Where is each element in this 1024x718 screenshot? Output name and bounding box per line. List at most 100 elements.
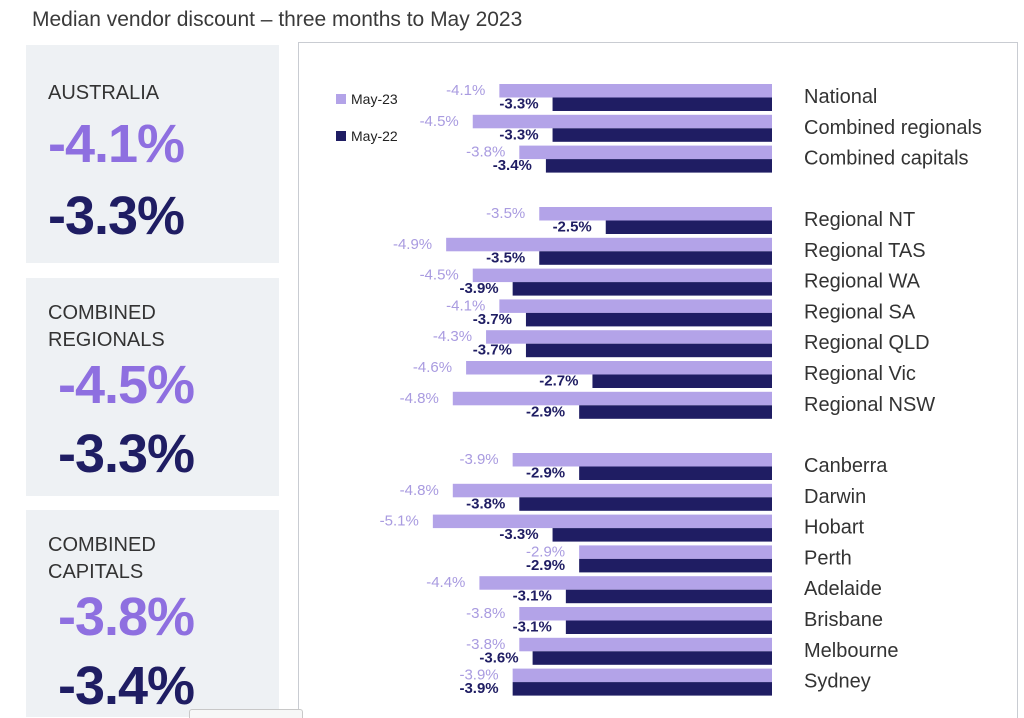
bar-may23 — [479, 576, 772, 590]
value-label-may23: -4.3% — [433, 328, 472, 345]
card-may23-value: -4.1% — [48, 114, 185, 174]
bar-may23 — [539, 207, 772, 221]
bar-may22 — [525, 312, 772, 327]
category-label: Regional QLD — [804, 332, 930, 354]
legend-swatch-may23 — [336, 94, 346, 104]
bar-may22 — [565, 620, 772, 634]
category-label: Regional NSW — [804, 394, 935, 416]
value-label-may22: -3.3% — [499, 126, 538, 143]
legend-swatch-may22 — [336, 131, 346, 141]
value-label-may23: -4.1% — [446, 297, 485, 314]
value-label-may22: -3.6% — [479, 649, 518, 666]
category-label: Canberra — [804, 455, 888, 477]
value-label-may23: -4.8% — [400, 390, 439, 407]
legend-label-may22: May-22 — [351, 128, 398, 144]
bar-may22 — [512, 682, 772, 696]
value-label-may22: -3.8% — [466, 495, 505, 512]
category-label: Darwin — [804, 486, 866, 508]
value-label-may22: -3.7% — [473, 311, 512, 328]
value-label-may22: -3.9% — [459, 680, 498, 697]
card-may23-value: -4.5% — [58, 355, 195, 415]
card-may22-value: -3.3% — [48, 186, 185, 246]
value-label-may23: -3.8% — [466, 605, 505, 622]
card-may22-value: -3.4% — [58, 656, 195, 716]
bar-may22 — [592, 374, 772, 388]
category-label: Brisbane — [804, 609, 883, 631]
bar-may23 — [499, 84, 772, 98]
value-label-may22: -2.9% — [526, 557, 565, 574]
value-label-may22: -2.9% — [526, 403, 565, 420]
bar-may23 — [446, 237, 772, 252]
value-label-may23: -5.1% — [380, 513, 419, 530]
value-label-may23: -4.8% — [400, 482, 439, 499]
combined-capitals-card: COMBINED CAPITALS -3.8% -3.4% — [26, 510, 279, 717]
value-label-may22: -3.9% — [459, 280, 498, 297]
value-label-may22: -3.3% — [499, 96, 538, 113]
value-label-may23: -4.5% — [420, 113, 459, 130]
card-label: COMBINED REGIONALS — [48, 302, 165, 351]
bar-may22 — [519, 497, 772, 511]
value-label-may23: -3.9% — [459, 451, 498, 468]
category-label: Hobart — [804, 517, 864, 539]
bar-may23 — [512, 668, 772, 683]
bar-may22 — [579, 558, 772, 573]
bar-may22 — [552, 97, 772, 111]
value-label-may23: -3.9% — [459, 667, 498, 684]
category-label: Adelaide — [804, 578, 882, 600]
value-label-may22: -2.7% — [539, 373, 578, 390]
category-label: Regional SA — [804, 301, 916, 323]
bar-may23 — [519, 145, 772, 160]
bar-may23 — [512, 453, 772, 467]
bar-may22 — [579, 405, 772, 419]
card-label: AUSTRALIA — [48, 82, 160, 104]
bar-may22 — [565, 589, 772, 604]
bar-may23 — [486, 330, 772, 344]
bar-may23 — [432, 514, 772, 529]
bar-may23 — [466, 361, 772, 375]
value-label-may23: -4.5% — [420, 267, 459, 284]
bar-may22 — [532, 651, 772, 665]
bar-may22 — [545, 159, 772, 173]
bar-may22 — [579, 466, 772, 480]
value-label-may23: -4.6% — [413, 359, 452, 376]
category-label: Regional TAS — [804, 240, 926, 262]
bar-may22 — [552, 528, 772, 542]
card-may22-value: -3.3% — [58, 424, 195, 484]
value-label-may22: -3.3% — [499, 526, 538, 543]
bar-may23 — [472, 114, 772, 129]
value-label-may22: -3.1% — [513, 588, 552, 605]
combined-regionals-card: COMBINED REGIONALS -4.5% -3.3% — [26, 278, 279, 496]
bar-may23 — [519, 607, 772, 621]
bar-may22 — [512, 282, 772, 296]
bar-may23 — [519, 637, 772, 652]
bar-may22 — [525, 343, 772, 358]
value-label-may22: -2.5% — [553, 219, 592, 236]
category-label: National — [804, 86, 877, 108]
value-label-may22: -3.5% — [486, 249, 525, 266]
category-label: Perth — [804, 547, 852, 569]
legend-label-may23: May-23 — [351, 91, 398, 107]
value-label-may22: -3.4% — [493, 157, 532, 174]
australia-card: AUSTRALIA -4.1% -3.3% — [26, 45, 279, 263]
category-label: Melbourne — [804, 640, 899, 662]
value-label-may23: -4.1% — [446, 82, 485, 99]
value-label-may22: -3.1% — [513, 619, 552, 636]
value-label-may23: -3.5% — [486, 205, 525, 222]
category-label: Combined regionals — [804, 117, 982, 139]
value-label-may23: -2.9% — [526, 543, 565, 560]
bar-may22 — [539, 251, 772, 265]
card-label: COMBINED CAPITALS — [48, 534, 156, 583]
bar-may22 — [605, 220, 772, 234]
value-label-may23: -3.8% — [466, 636, 505, 653]
bar-may23 — [579, 545, 772, 559]
category-label: Regional WA — [804, 271, 921, 293]
value-label-may23: -3.8% — [466, 144, 505, 161]
card-may23-value: -3.8% — [58, 587, 195, 647]
category-label: Sydney — [804, 671, 871, 693]
chart-title: Median vendor discount – three months to… — [32, 8, 523, 31]
category-label: Regional Vic — [804, 363, 916, 385]
value-label-may23: -4.4% — [426, 574, 465, 591]
bar-may23 — [452, 483, 772, 498]
bar-may23 — [452, 391, 772, 406]
